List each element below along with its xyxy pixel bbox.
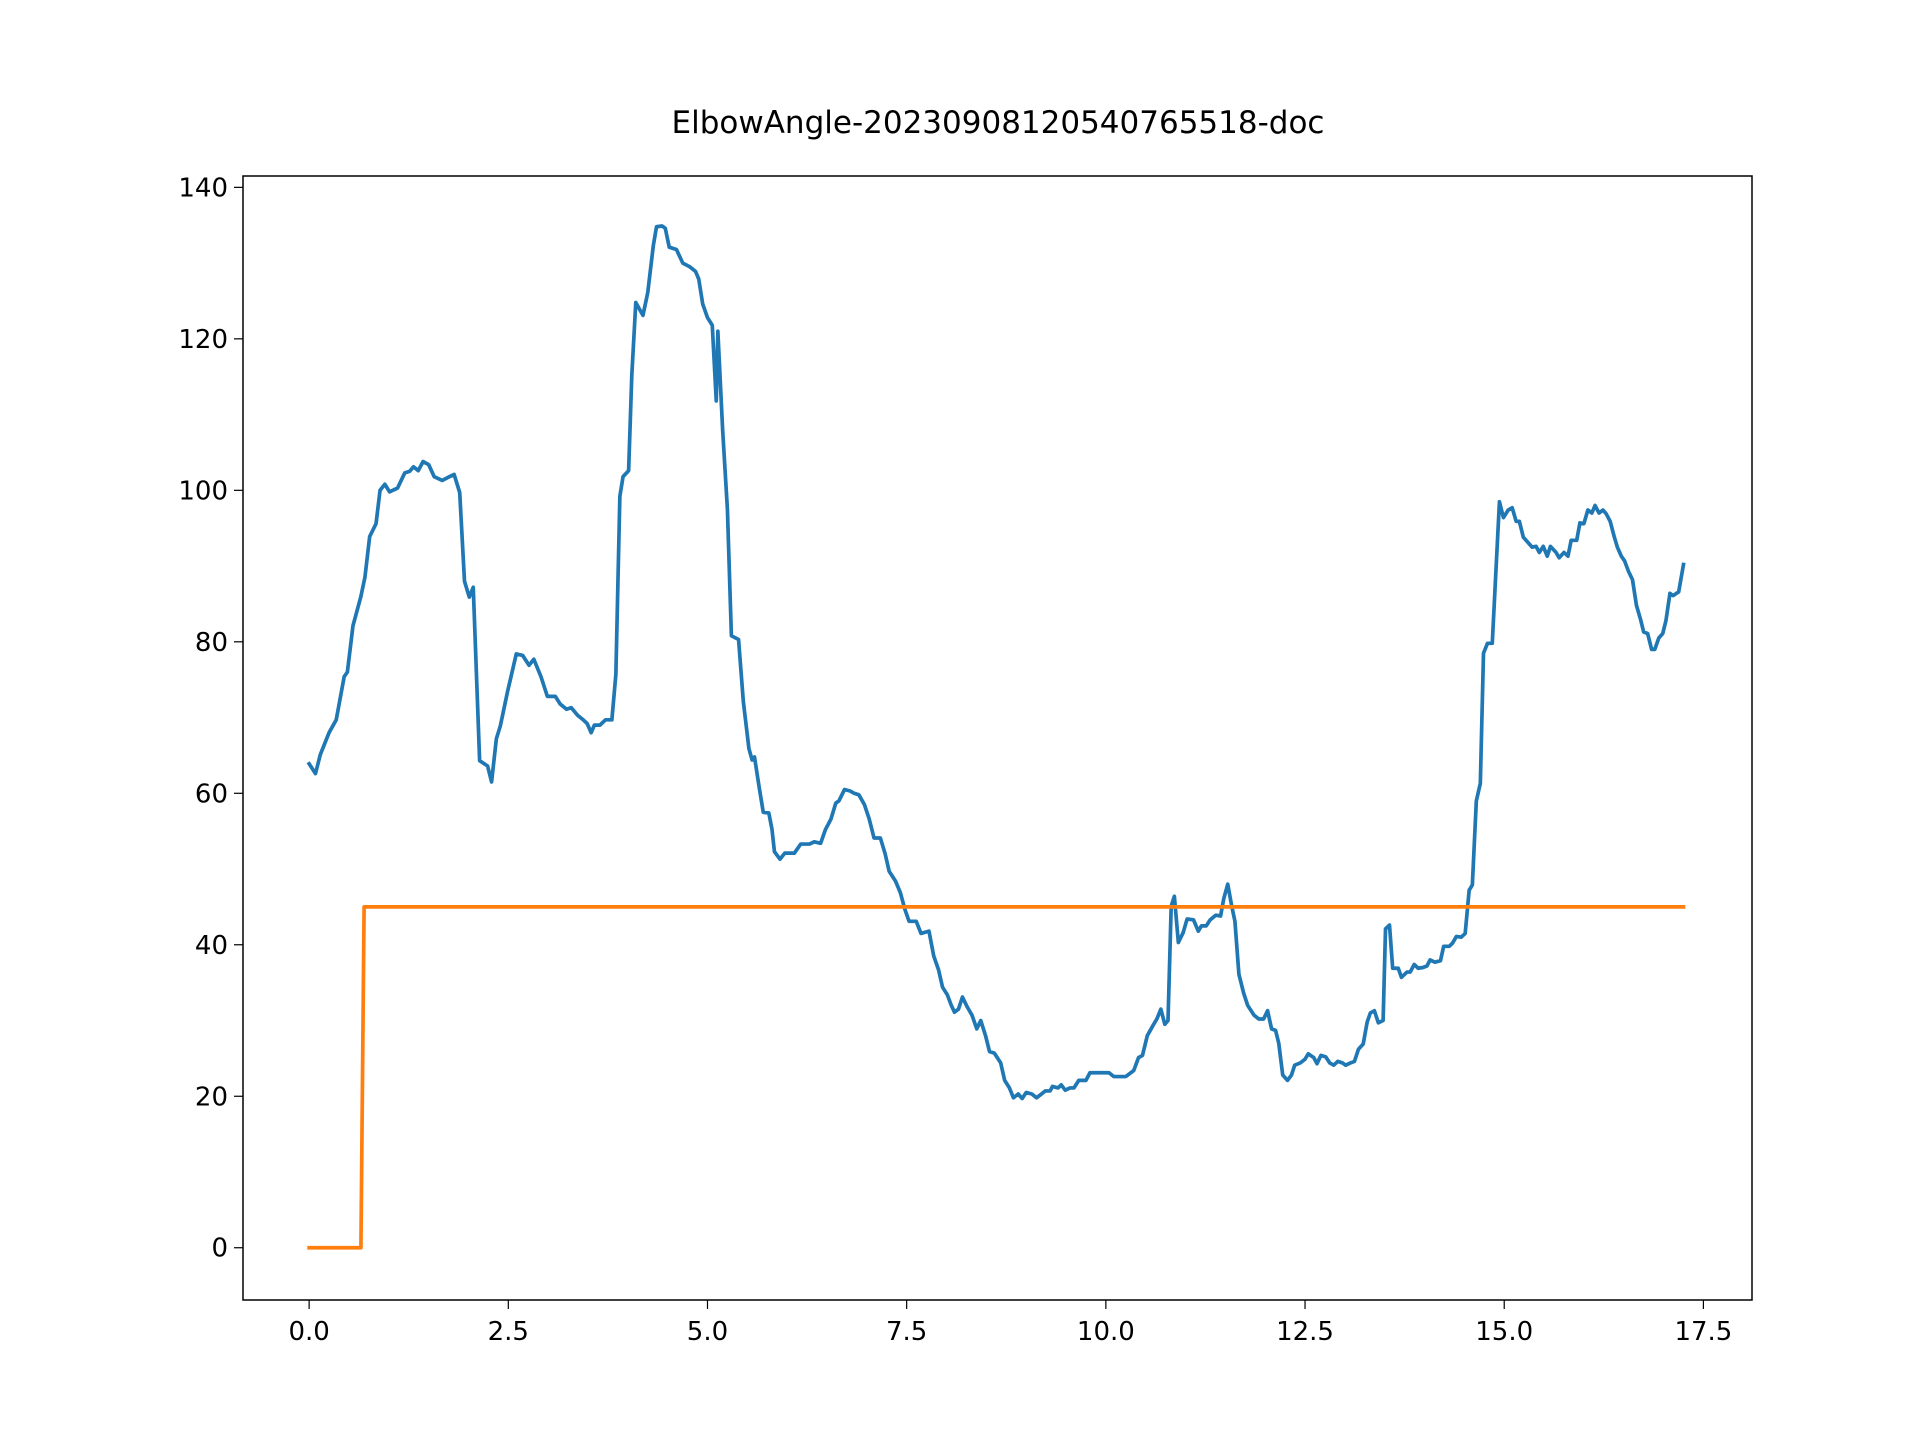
y-tick-label: 20 xyxy=(195,1082,228,1112)
y-tick-label: 60 xyxy=(195,779,228,809)
x-tick-label: 5.0 xyxy=(687,1317,728,1347)
x-tick-label: 7.5 xyxy=(886,1317,927,1347)
chart-title: ElbowAngle-20230908120540765518-doc xyxy=(672,105,1325,141)
y-tick-label: 120 xyxy=(178,325,228,355)
y-tick-label: 40 xyxy=(195,931,228,961)
x-tick-label: 17.5 xyxy=(1674,1317,1732,1347)
plot-frame xyxy=(242,175,1753,1301)
data-line xyxy=(307,905,1686,1250)
y-tick-label: 100 xyxy=(178,476,228,506)
y-tick-label: 80 xyxy=(195,628,228,658)
data-line xyxy=(306,224,1686,1101)
x-tick-label: 12.5 xyxy=(1276,1317,1334,1347)
x-tick-label: 15.0 xyxy=(1475,1317,1533,1347)
x-tick-label: 0.0 xyxy=(288,1317,329,1347)
x-tick-label: 10.0 xyxy=(1077,1317,1135,1347)
y-tick-label: 140 xyxy=(178,173,228,203)
x-tick-label: 2.5 xyxy=(488,1317,529,1347)
y-tick-label: 0 xyxy=(211,1234,228,1264)
